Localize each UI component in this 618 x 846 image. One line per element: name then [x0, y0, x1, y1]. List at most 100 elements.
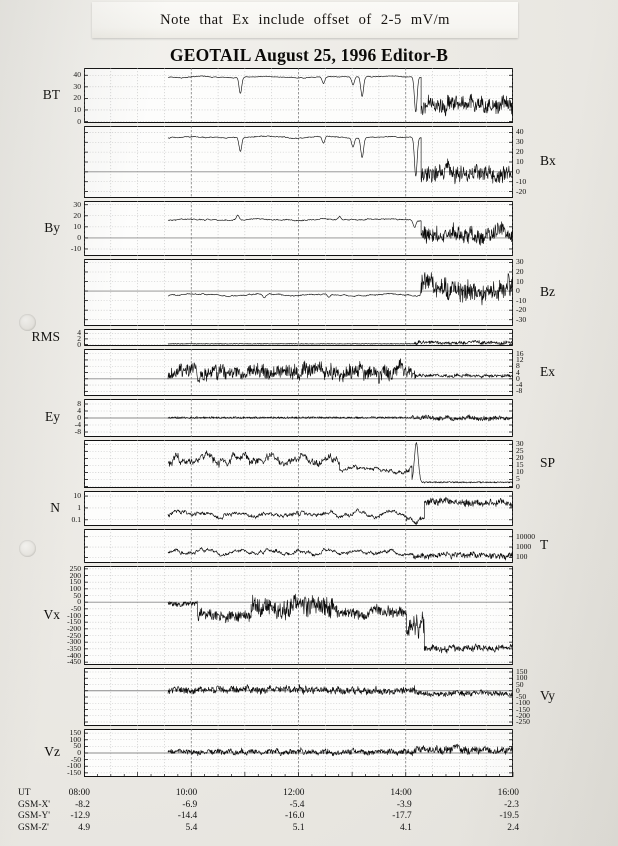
- ytick-label: 1000: [516, 542, 532, 552]
- footer-cell: -16.0: [284, 811, 305, 821]
- ytick-label: -200: [67, 623, 81, 633]
- series-bt: [167, 75, 513, 117]
- ytick-label: 20: [516, 453, 524, 463]
- ytick-label: 16: [516, 348, 524, 358]
- footer-row-label: GSM-Y': [18, 811, 50, 821]
- panel-plot-ey: [84, 399, 513, 437]
- ytick-label: -250: [516, 717, 530, 726]
- ytick-label: -150: [67, 617, 81, 627]
- ytick-label: 25: [516, 446, 524, 456]
- ytick-label: -10: [70, 243, 81, 253]
- panel-plot-vy: [84, 668, 513, 726]
- panel-rms: [84, 329, 513, 346]
- ytick-label: 10: [73, 104, 81, 114]
- ytick-label: -200: [516, 710, 530, 720]
- panel-plot-bt: [84, 68, 513, 123]
- ytick-label: 2: [77, 333, 81, 343]
- handwritten-note-strip: Note that Ex include offset of 2-5 mV/m: [92, 2, 518, 38]
- panel-label-bz: Bz: [540, 283, 555, 299]
- panel-plot-vz: [84, 729, 513, 777]
- panel-label-rms: RMS: [31, 328, 60, 344]
- panel-label-ex: Ex: [540, 363, 555, 379]
- panel-label-vx: Vx: [43, 606, 61, 622]
- ytick-label: 100: [69, 583, 81, 593]
- footer-cell: 5.4: [185, 822, 198, 833]
- ytick-label: -250: [67, 630, 81, 640]
- panel-plot-bx: [84, 126, 513, 198]
- hole-punch-top: [19, 314, 36, 331]
- panel-vy: [84, 668, 513, 726]
- ytick-label: 0: [516, 286, 520, 296]
- ytick-label: -50: [70, 754, 81, 764]
- ytick-label: 0.1: [71, 514, 82, 524]
- ytick-label: -10: [516, 176, 527, 186]
- ytick-label: 250: [69, 563, 81, 573]
- ytick-label: -8: [516, 386, 523, 396]
- ytick-label: 4: [77, 406, 81, 415]
- footer-cell: 4.9: [78, 822, 90, 833]
- footer-cell: 5.1: [292, 822, 305, 833]
- ytick-label: 1: [77, 502, 81, 512]
- panel-plot-bz: [84, 259, 513, 326]
- series-rms: [167, 339, 513, 346]
- panel-plot-ex: [84, 349, 513, 396]
- panel-label-vy: Vy: [540, 688, 556, 703]
- footer-cell: 12:00: [283, 788, 305, 798]
- series-bz: [168, 272, 513, 306]
- ytick-label: 0: [77, 748, 81, 757]
- x-axis-ticks: [84, 772, 514, 777]
- page-title: GEOTAIL August 25, 1996 Editor-B: [169, 45, 449, 65]
- ytick-label: 150: [69, 577, 81, 587]
- ytick-label: 10: [516, 157, 524, 166]
- footer-cell: 08:00: [68, 788, 90, 798]
- panel-label-bt: BT: [42, 86, 60, 102]
- ytick-label: -150: [516, 704, 530, 714]
- ytick-label: 20: [516, 266, 524, 276]
- ytick-label: 8: [77, 399, 81, 408]
- ytick-label: 0: [77, 597, 81, 607]
- panel-bz: [84, 259, 513, 326]
- ytick-label: 10: [516, 276, 524, 286]
- footer-cell: -14.4: [177, 811, 198, 821]
- note-text: Note that Ex include offset of 2-5 mV/m: [160, 11, 450, 28]
- footer-cell: 10:00: [175, 788, 198, 798]
- footer-row-label: GSM-X': [18, 799, 50, 810]
- footer-cell: -19.5: [499, 811, 519, 821]
- ytick-label: -8: [74, 427, 81, 436]
- ytick-label: 0: [77, 413, 81, 422]
- ytick-label: 20: [73, 93, 81, 103]
- panel-ey: [84, 399, 513, 437]
- panel-by: [84, 201, 513, 256]
- panel-label-by: By: [44, 219, 60, 235]
- ytick-label: -300: [67, 637, 81, 647]
- footer-cell: -8.2: [75, 799, 90, 810]
- footer-cell: -12.9: [70, 811, 90, 821]
- panel-plot-t: [84, 529, 513, 563]
- panel-label-vz: Vz: [44, 744, 60, 759]
- panel-plot-n: [84, 491, 513, 526]
- ytick-label: -30: [516, 314, 527, 324]
- footer-cell: 2.4: [507, 822, 519, 833]
- ytick-label: 10: [73, 221, 81, 231]
- ytick-label: 0: [77, 232, 81, 242]
- footer-cell: -2.3: [504, 799, 519, 810]
- ytick-label: 15: [516, 460, 524, 470]
- series-by: [167, 214, 513, 246]
- ytick-label: 0: [516, 373, 520, 383]
- ytick-label: 150: [69, 728, 81, 738]
- ytick-label: -20: [516, 305, 527, 315]
- series-bx: [167, 135, 513, 185]
- ytick-label: -4: [516, 380, 523, 390]
- panel-plot-rms: [84, 329, 513, 346]
- panel-label-sp: SP: [540, 455, 556, 470]
- ytick-label: -4: [74, 420, 81, 429]
- panel-plot-by: [84, 201, 513, 256]
- panel-label-t: T: [540, 537, 549, 552]
- series-n: [167, 497, 513, 525]
- panel-plot-sp: [84, 440, 513, 488]
- ytick-label: 200: [69, 570, 81, 580]
- ytick-label: 30: [516, 137, 524, 147]
- panel-label-ey: Ey: [45, 409, 60, 424]
- footer-cell: 16:00: [497, 788, 519, 798]
- panel-vx: [84, 566, 513, 665]
